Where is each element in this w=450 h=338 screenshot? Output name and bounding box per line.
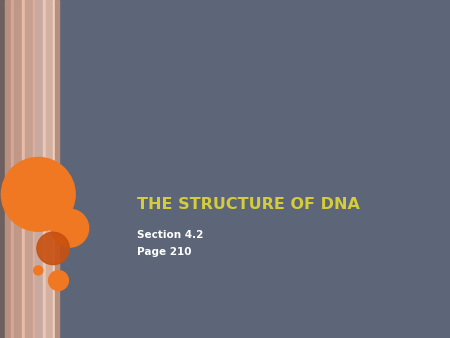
Bar <box>55 0 59 338</box>
Bar <box>35 0 43 338</box>
Text: Section 4.2: Section 4.2 <box>137 230 203 240</box>
Bar <box>25 0 33 338</box>
Ellipse shape <box>34 266 43 275</box>
Bar <box>22 0 25 338</box>
Bar <box>43 0 46 338</box>
Bar <box>0 0 4 338</box>
Ellipse shape <box>37 232 69 265</box>
Text: Page 210: Page 210 <box>137 247 192 257</box>
Ellipse shape <box>51 209 89 247</box>
Bar <box>4 0 11 338</box>
Ellipse shape <box>69 215 82 228</box>
Bar <box>14 0 22 338</box>
Bar <box>33 0 35 338</box>
Bar <box>11 0 13 338</box>
Text: THE STRUCTURE OF DNA: THE STRUCTURE OF DNA <box>137 197 360 212</box>
Bar <box>46 0 53 338</box>
Ellipse shape <box>1 158 75 231</box>
Ellipse shape <box>49 271 68 290</box>
Bar <box>53 0 55 338</box>
